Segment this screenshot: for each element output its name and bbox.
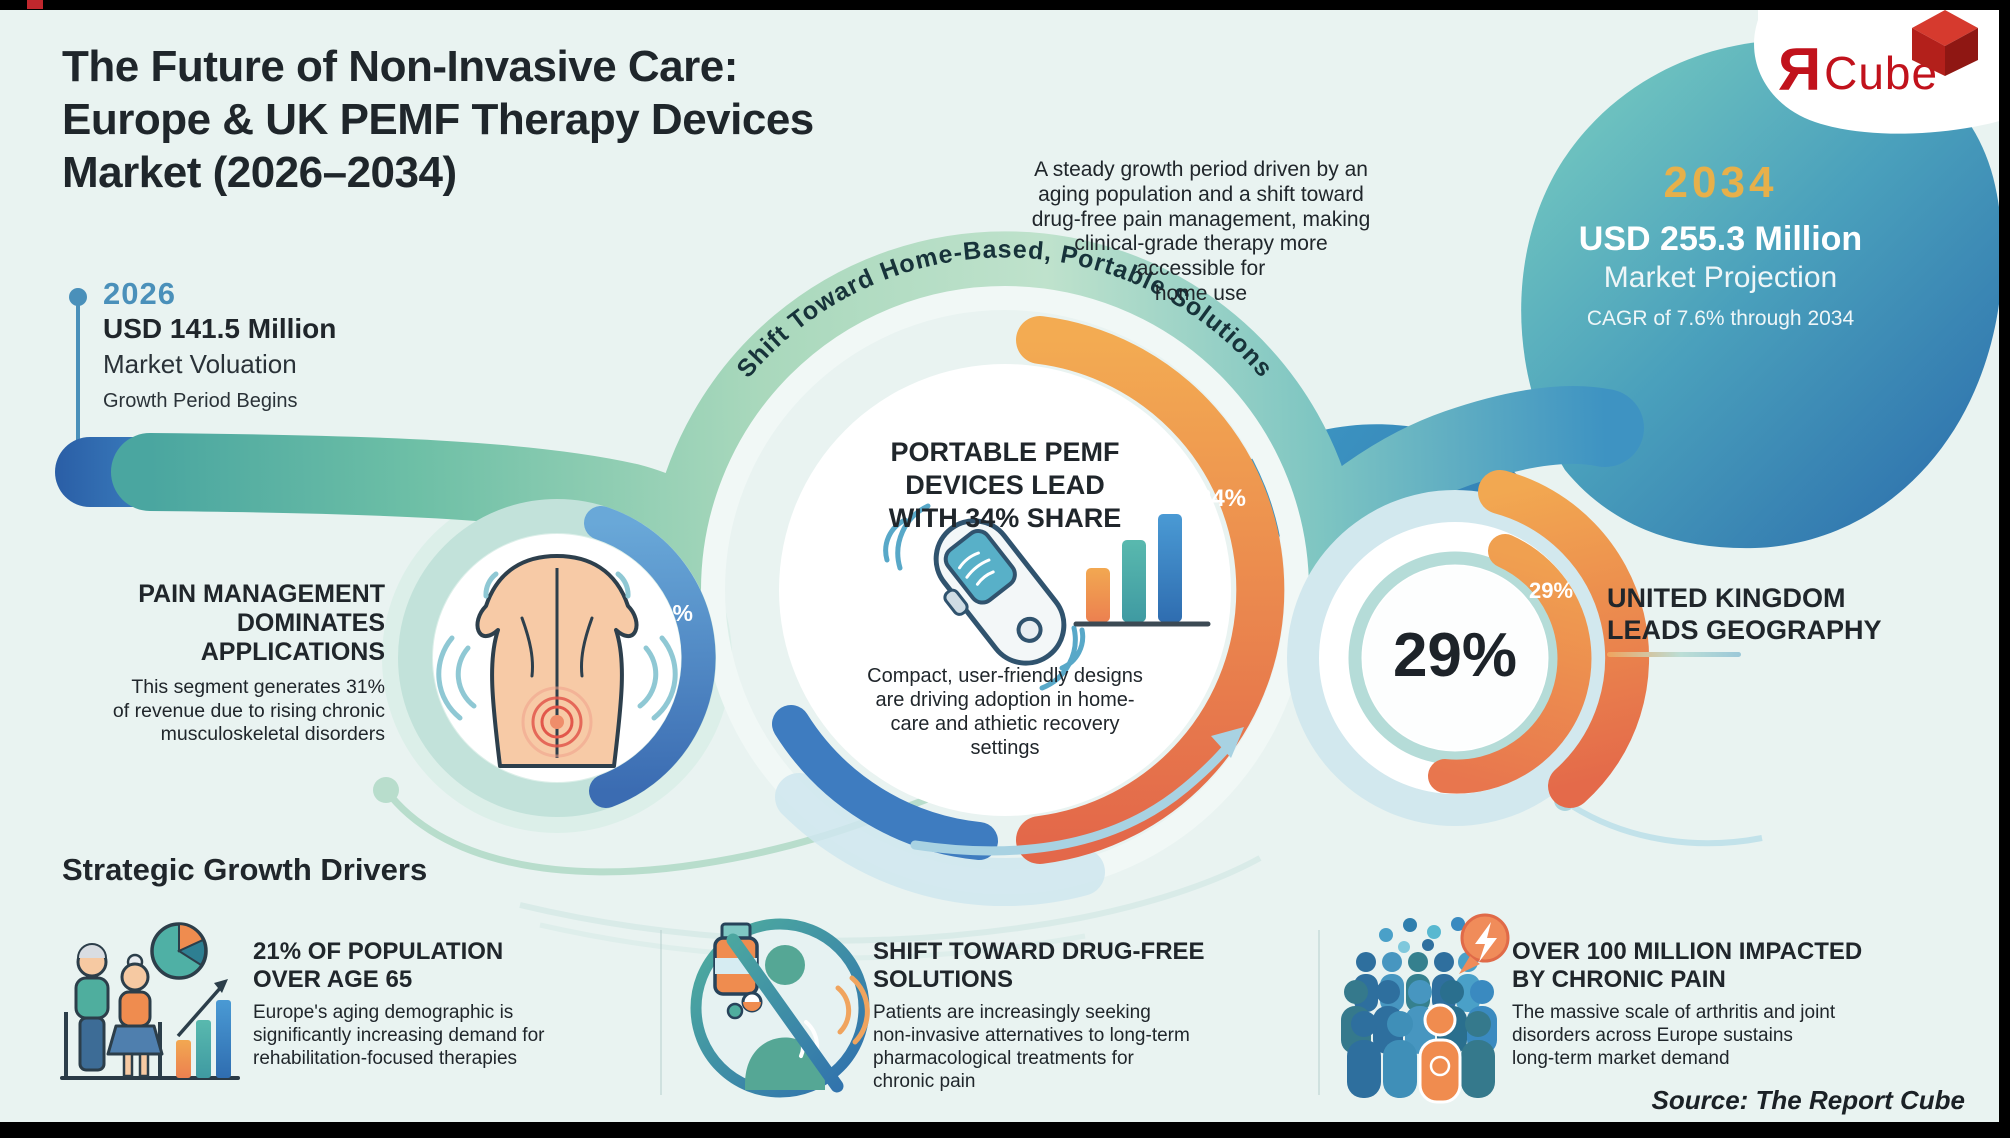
donut-center: [1363, 566, 1547, 750]
logo-mark: Я: [1778, 36, 1822, 103]
uk-segment-title: UNITED KINGDOM LEADS GEOGRAPHY: [1607, 583, 1882, 645]
driver-1-title: 21% OF POPULATION OVER AGE 65: [253, 938, 504, 993]
page-title: The Future of Non-Invasive Care: Europe …: [62, 42, 814, 197]
portable-share-badge: 34%: [1197, 485, 1247, 512]
report-cube-logo: Я Cube: [1778, 28, 1938, 103]
pain-segment-body: This segment generates 31% of revenue du…: [112, 676, 385, 745]
cube-icon: [1912, 10, 1978, 76]
flow-band: [111, 231, 1644, 615]
milestone-2026-value: USD 141.5 Million: [103, 313, 337, 344]
driver-3-body: The massive scale of arthritis and joint…: [1512, 1002, 1836, 1069]
projection-2034-value: USD 255.3 Million: [1578, 220, 1863, 258]
pain-segment-title: PAIN MANAGEMENT DOMINATES APPLICATIONS: [138, 580, 385, 666]
timeline-dot: [69, 288, 87, 306]
pain-share-badge: 31%: [646, 600, 694, 626]
top-black-bar: [0, 0, 2010, 10]
source-credit: Source: The Report Cube: [1651, 1085, 1965, 1115]
donut-inner-orange-arc: [1428, 534, 1592, 794]
elderly-couple-icon: [60, 922, 240, 1080]
driver-3-title: OVER 100 MILLION IMPACTED BY CHRONIC PAI…: [1512, 938, 1863, 993]
driver-divider-2: [1318, 930, 1320, 1095]
milestone-2026-year: 2026: [103, 276, 176, 311]
uk-share-value: 29%: [1392, 621, 1518, 690]
crowd-icon: [1341, 913, 1510, 1104]
back-pain-icon: [436, 554, 678, 768]
red-marker-chip: [27, 0, 43, 9]
no-drugs-icon: [690, 918, 870, 1098]
uk-underline: [1607, 652, 1741, 657]
mini-bar-chart: [1073, 514, 1211, 627]
bottom-black-bar: [0, 1122, 2010, 1138]
pain-management-circle: [398, 499, 716, 817]
projection-2034-label: Market Projection: [1603, 261, 1838, 294]
projection-2034-cagr: CAGR of 7.6% through 2034: [1586, 307, 1855, 330]
uk-arc-badge: 29%: [1528, 578, 1574, 603]
portable-devices-circle: [772, 316, 1285, 906]
uk-donut: [1287, 470, 1650, 826]
milestone-2026-note: Growth Period Begins: [103, 390, 298, 412]
portable-segment-body: Compact, user-friendly designs are drivi…: [867, 665, 1143, 759]
arrow-icon: [910, 727, 1244, 856]
right-black-bar: [1999, 0, 2010, 1138]
wave-left-icon: [883, 503, 931, 571]
milestone-2026-label: Market Voluation: [103, 349, 297, 379]
portable-segment-title: PORTABLE PEMF DEVICES LEAD WITH 34% SHAR…: [888, 437, 1122, 533]
pemf-device-icon: [883, 503, 1086, 691]
center-blue-arc: [772, 705, 998, 860]
center-orange-arc-34: [1016, 316, 1285, 864]
driver-divider-1: [660, 930, 662, 1095]
left-blue-arc-31: [584, 506, 716, 808]
donut-outer-orange-arc: [1478, 470, 1650, 808]
driver-2-title: SHIFT TOWARD DRUG-FREE SOLUTIONS: [873, 938, 1205, 993]
center-pale-bottom-arc: [775, 773, 1105, 906]
lightning-icon: [1459, 913, 1510, 974]
drivers-heading: Strategic Growth Drivers: [62, 852, 428, 887]
projection-2034-year: 2034: [1663, 158, 1778, 207]
projection-2034-block: 2034 USD 255.3 Million Market Projection…: [1548, 158, 1893, 331]
donut-teal-ring: [1348, 551, 1562, 765]
wave-right-icon: [1039, 625, 1086, 691]
driver-1-body: Europe's aging demographic is significan…: [253, 1002, 545, 1069]
growth-note: A steady growth period driven by an agin…: [1031, 158, 1371, 305]
driver-2-body: Patients are increasingly seeking non-in…: [873, 1002, 1190, 1092]
